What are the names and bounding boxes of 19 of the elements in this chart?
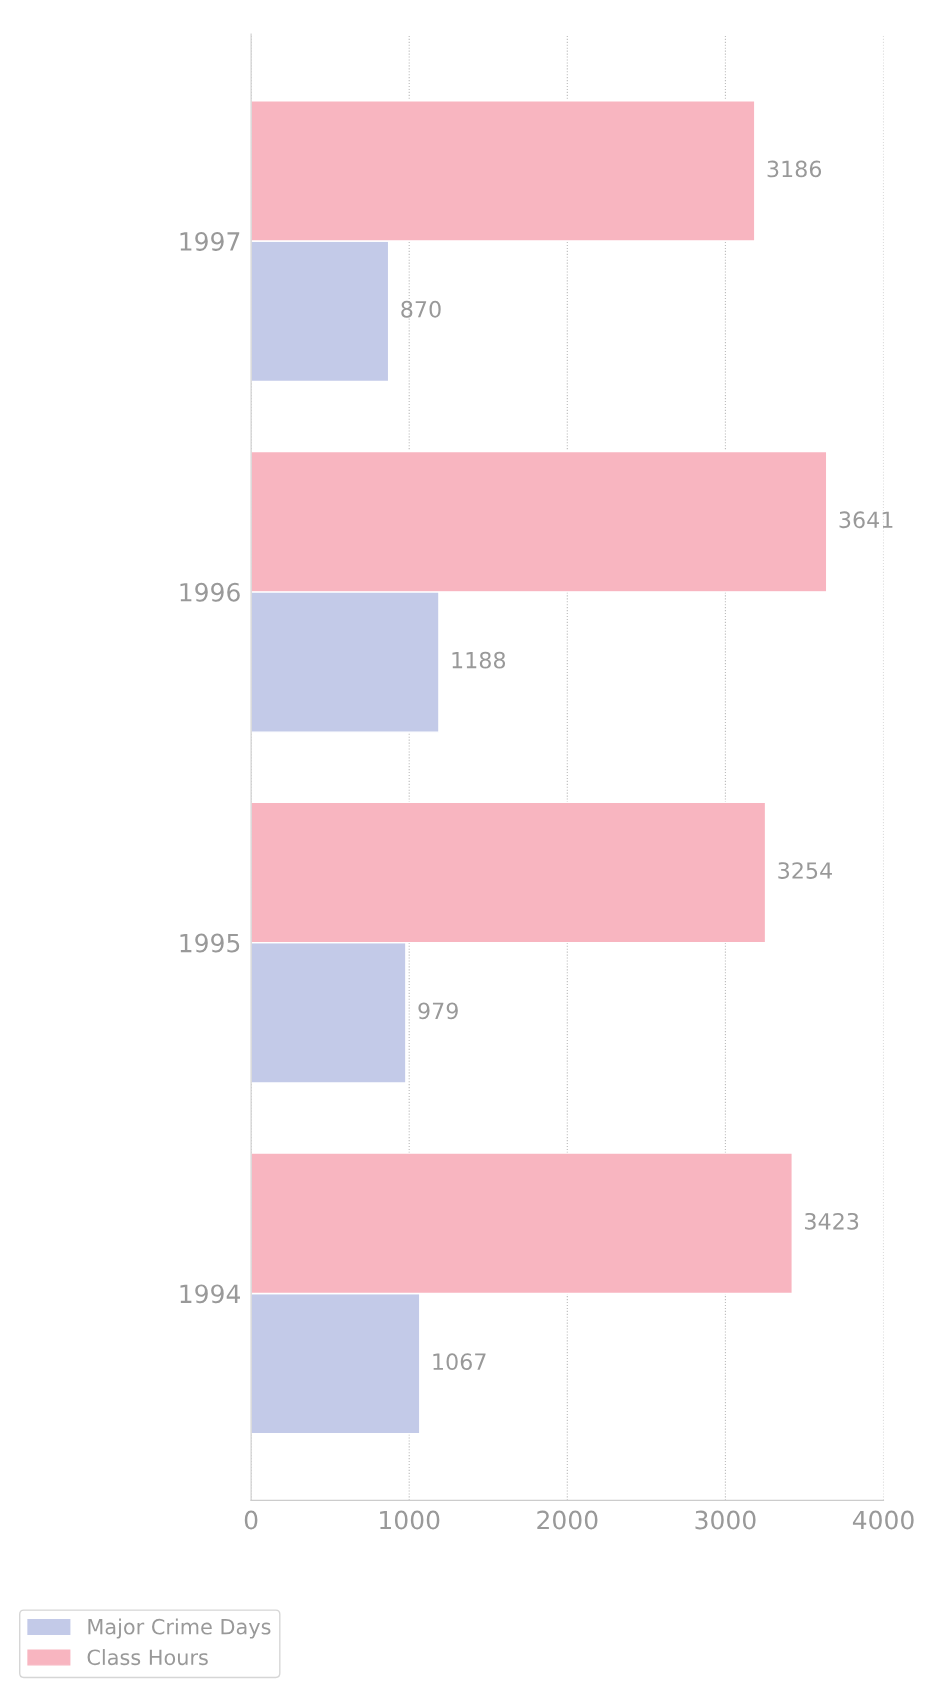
data-label: 1067 — [433, 1353, 486, 1371]
y-tick-label: 1994 — [180, 1284, 240, 1304]
x-tick-label: 1000 — [380, 1510, 440, 1530]
data-label: 3186 — [767, 160, 822, 178]
x-tick-label: 4000 — [852, 1510, 914, 1530]
x-tick-label: 2000 — [537, 1510, 598, 1530]
x-tick-label: 3000 — [695, 1510, 756, 1530]
y-tick-label: 1997 — [180, 232, 240, 251]
data-label: 3423 — [805, 1212, 859, 1230]
data-label: 3254 — [778, 862, 832, 879]
y-tick-label: 1995 — [180, 933, 240, 953]
legend-label: Class Hours — [87, 1649, 208, 1666]
data-label: 3641 — [839, 511, 893, 529]
legend-label: Major Crime Days — [88, 1618, 271, 1639]
data-label: 979 — [418, 1002, 458, 1020]
data-label: 1188 — [452, 651, 506, 669]
data-label: 870 — [401, 300, 441, 318]
y-tick-label: 1996 — [180, 582, 240, 602]
x-tick-label: 0 — [244, 1510, 258, 1530]
